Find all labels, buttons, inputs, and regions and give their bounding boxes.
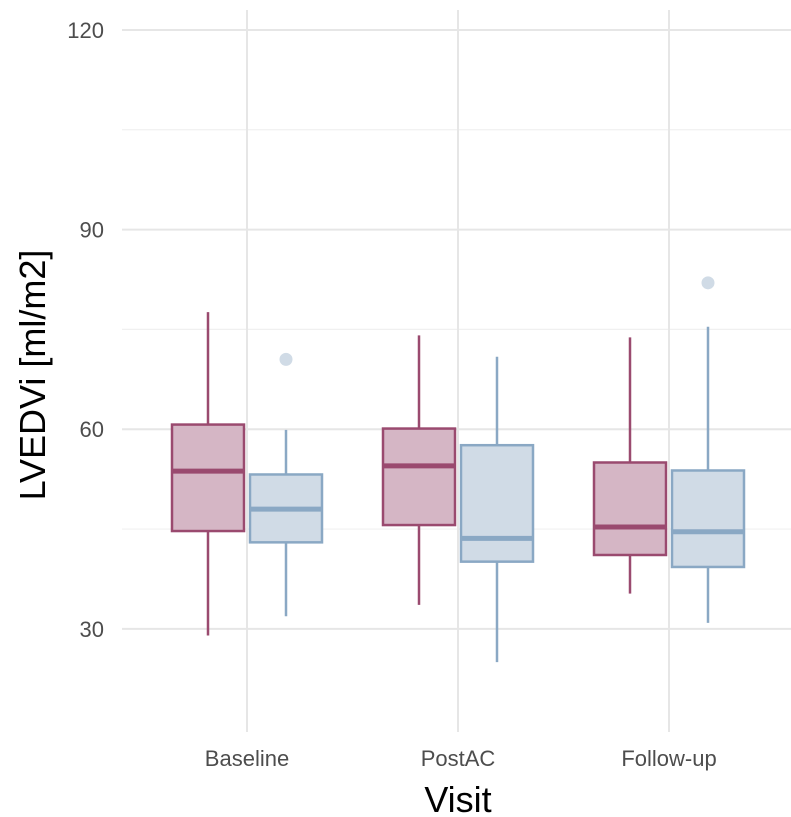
- y-tick-labels: 30 60 90 120: [67, 18, 104, 642]
- y-axis-title: LVEDVi [ml/m2]: [12, 250, 53, 501]
- outlier-point: [702, 277, 714, 289]
- box-iqr: [594, 462, 666, 554]
- box-baseline-1: [172, 312, 244, 635]
- x-axis-title: Visit: [424, 779, 491, 817]
- x-tick-labels: Baseline PostAC Follow-up: [205, 746, 717, 771]
- outlier-point: [280, 353, 292, 365]
- x-tick-label: Baseline: [205, 746, 289, 771]
- y-tick-label: 60: [80, 417, 104, 442]
- y-tick-label: 90: [80, 218, 104, 243]
- box-follow-up-1: [594, 337, 666, 593]
- y-tick-label: 30: [80, 617, 104, 642]
- box-iqr: [383, 429, 455, 525]
- box-iqr: [461, 445, 533, 561]
- box-postac-1: [383, 335, 455, 605]
- box-baseline-2: [250, 353, 322, 616]
- box-follow-up-2: [672, 277, 744, 623]
- box-iqr: [672, 470, 744, 566]
- x-tick-label: PostAC: [421, 746, 496, 771]
- x-tick-label: Follow-up: [621, 746, 716, 771]
- major-gridlines: [122, 10, 791, 732]
- y-tick-label: 120: [67, 18, 104, 43]
- box-iqr: [172, 425, 244, 531]
- box-postac-2: [461, 357, 533, 662]
